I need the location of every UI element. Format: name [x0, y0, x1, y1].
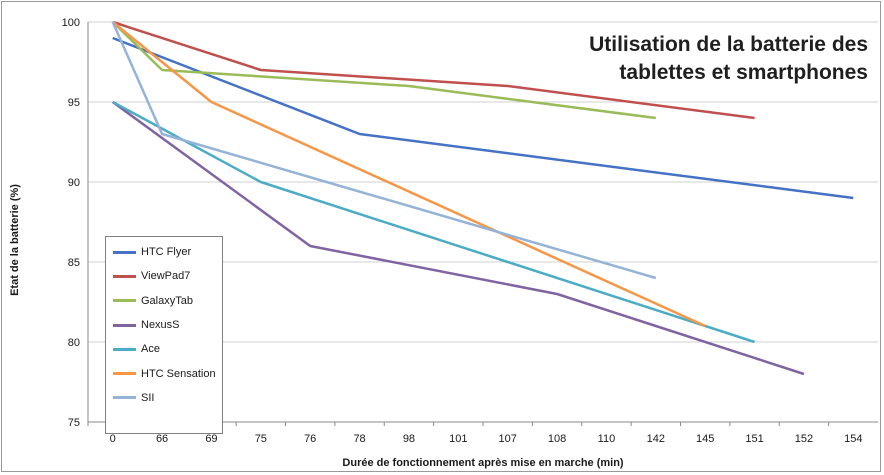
x-tick-label: 107	[499, 433, 517, 445]
y-tick-label: 90	[68, 177, 80, 189]
legend-label: HTC Flyer	[141, 246, 192, 259]
legend-label: HTC Sensation	[141, 367, 216, 380]
legend-label: Ace	[141, 343, 160, 356]
x-tick-label: 108	[548, 433, 566, 445]
x-tick-label: 145	[696, 433, 714, 445]
legend-label: NexusS	[141, 319, 180, 332]
x-tick-label: 151	[745, 433, 763, 445]
x-tick-label: 152	[795, 433, 813, 445]
y-tick-labels: 75 80 85 90 95 100	[62, 17, 80, 429]
y-tick-label: 100	[62, 17, 80, 29]
chart-legend: HTC Flyer ViewPad7 GalaxyTab NexusS Ace HTC S…	[105, 236, 223, 434]
legend-item: NexusS	[106, 313, 222, 337]
y-axis-title: Etat de la batterie (%)	[9, 184, 21, 296]
legend-item: HTC Sensation	[106, 361, 222, 385]
series-line-galaxytab	[111, 21, 656, 120]
legend-label: ViewPad7	[141, 270, 191, 283]
chart-title-line-2: tablettes et smartphones	[619, 61, 868, 84]
legend-item: HTC Flyer	[106, 240, 222, 264]
legend-item: Ace	[106, 337, 222, 361]
y-tick-label: 80	[68, 337, 80, 349]
series-line-nexuss	[111, 100, 805, 376]
legend-swatch	[113, 250, 136, 254]
legend-item: ViewPad7	[106, 264, 222, 288]
x-tick-label: 69	[205, 433, 217, 445]
x-tick-label: 110	[598, 433, 616, 445]
legend-label: SII	[141, 391, 155, 404]
x-tick-label: 78	[353, 433, 365, 445]
series-line-htc-flyer	[112, 36, 854, 200]
legend-swatch	[113, 396, 136, 400]
x-tick-label: 0	[110, 433, 116, 445]
x-tick-label: 98	[403, 433, 415, 445]
legend-item: SII	[106, 386, 222, 410]
x-axis-title: Durée de fonctionnement après mise en ma…	[342, 457, 624, 469]
legend-swatch	[113, 299, 136, 303]
x-tick-label: 142	[647, 433, 665, 445]
legend-swatch	[113, 372, 136, 376]
y-tick-label: 85	[68, 257, 80, 269]
x-tick-label: 101	[449, 433, 467, 445]
legend-label: GalaxyTab	[141, 294, 193, 307]
legend-item: GalaxyTab	[106, 289, 222, 313]
x-tick-label: 154	[844, 433, 862, 445]
series-line-sii	[111, 21, 657, 280]
y-tick-label: 75	[68, 417, 80, 429]
series-line-viewpad7	[112, 20, 755, 120]
x-tick-label: 75	[255, 433, 267, 445]
series-lines	[111, 20, 854, 376]
series-line-htc-sensation	[111, 21, 706, 328]
chart-title-line-1: Utilisation de la batterie des	[589, 33, 868, 56]
legend-swatch	[113, 323, 136, 327]
x-tick-labels: 0 66 69 75 76 78 98 101 107 108 110 142 145 151 152 154	[110, 433, 863, 445]
x-tick-label: 66	[156, 433, 168, 445]
y-tick-label: 95	[68, 97, 80, 109]
legend-swatch	[113, 274, 136, 278]
legend-swatch	[113, 347, 136, 351]
x-tick-label: 76	[304, 433, 316, 445]
